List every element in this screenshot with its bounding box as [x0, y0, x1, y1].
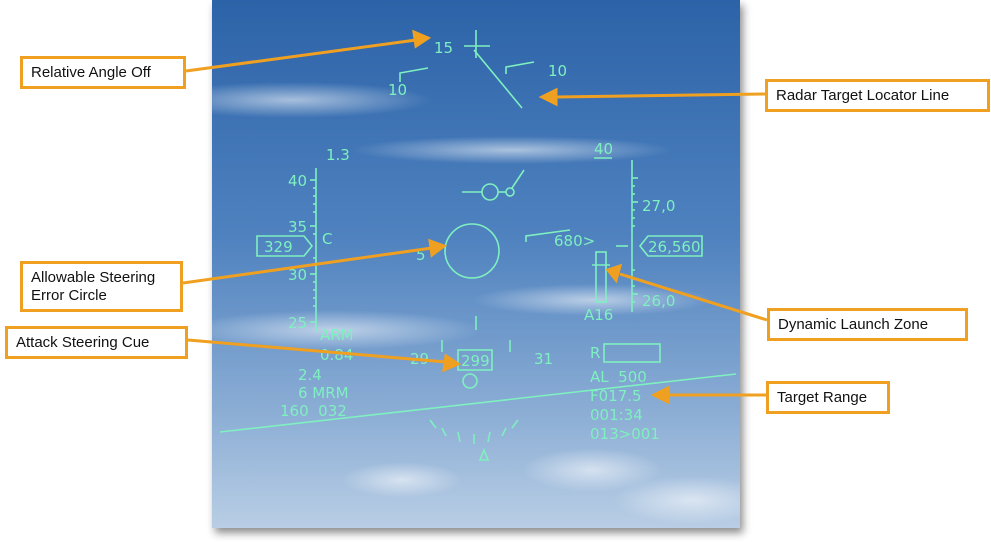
heading-speed-value: 160 032: [280, 402, 347, 420]
sky-background: [212, 0, 740, 528]
relative-angle-value: 15: [434, 39, 453, 57]
callout-radar-target-locator-line: Radar Target Locator Line: [765, 79, 990, 112]
altitude-scale-upper: 27,0: [642, 197, 675, 215]
heading-bracket-left: [399, 67, 429, 82]
airspeed-scale-40: 40: [288, 172, 307, 190]
heading-right-label: 10: [548, 62, 567, 80]
target-range-value: F017.5: [590, 387, 642, 405]
callout-allowable-steering-line2: Error Circle: [31, 287, 107, 304]
callout-relative-angle-off: Relative Angle Off: [20, 56, 186, 89]
time-to-target-value: 001:34: [590, 406, 643, 424]
hud-display: 10 10 15 5 680> 1.3: [212, 0, 740, 528]
cloud: [212, 82, 432, 118]
closure-bracket: [525, 229, 571, 242]
velocity-pip: [505, 187, 515, 197]
missiles-value: 6 MRM: [298, 384, 349, 402]
bank-scale: [429, 419, 519, 444]
bank-pointer: [478, 447, 490, 461]
heading-left-label: 10: [388, 81, 407, 99]
callout-allowable-steering-error-circle: Allowable Steering Error Circle: [20, 261, 183, 312]
c-label: C: [322, 230, 332, 248]
cloud: [522, 448, 662, 492]
closure-rate-value: 680>: [554, 232, 595, 250]
callout-attack-steering-cue: Attack Steering Cue: [5, 326, 188, 359]
airspeed-scale-30: 30: [288, 266, 307, 284]
mach-top-label: 1.3: [326, 146, 350, 164]
horizon-line: [219, 373, 737, 433]
range-box: [603, 343, 661, 363]
altitude-box: [638, 235, 703, 257]
airspeed-value: 329: [264, 238, 293, 256]
heading-tape-right: 31: [534, 350, 553, 368]
airspeed-scale-25: 25: [288, 314, 307, 332]
heading-box-value: 299: [461, 352, 490, 370]
altitude-top-label: 40: [594, 140, 613, 158]
target-aspect-value: A16: [584, 306, 613, 324]
attack-steering-cue: [462, 373, 478, 389]
callout-allowable-steering-line1: Allowable Steering: [31, 269, 156, 286]
range-label: R: [590, 344, 600, 362]
velocity-tail: [511, 169, 525, 189]
altitude-scale-lower: 26,0: [642, 292, 675, 310]
radar-target-locator-line: [473, 49, 523, 109]
heading-bracket-right: [505, 61, 535, 74]
g-load-value: 2.4: [298, 366, 322, 384]
heading-tape-left: 29: [410, 350, 429, 368]
waypoint-value: 013>001: [590, 425, 660, 443]
callout-target-range: Target Range: [766, 381, 890, 414]
steering-error-value: 5: [416, 246, 426, 264]
airspeed-scale-35: 35: [288, 218, 307, 236]
hud-view: 10 10 15 5 680> 1.3: [212, 0, 740, 528]
cloud: [342, 462, 462, 498]
altitude-value: 26,560: [648, 238, 701, 256]
cloud: [612, 476, 740, 524]
callout-dynamic-launch-zone: Dynamic Launch Zone: [767, 308, 968, 341]
cloud: [352, 136, 672, 164]
al-value: AL 500: [590, 368, 647, 386]
arm-label: ARM: [320, 326, 354, 344]
mach-value: 0.84: [320, 346, 353, 364]
